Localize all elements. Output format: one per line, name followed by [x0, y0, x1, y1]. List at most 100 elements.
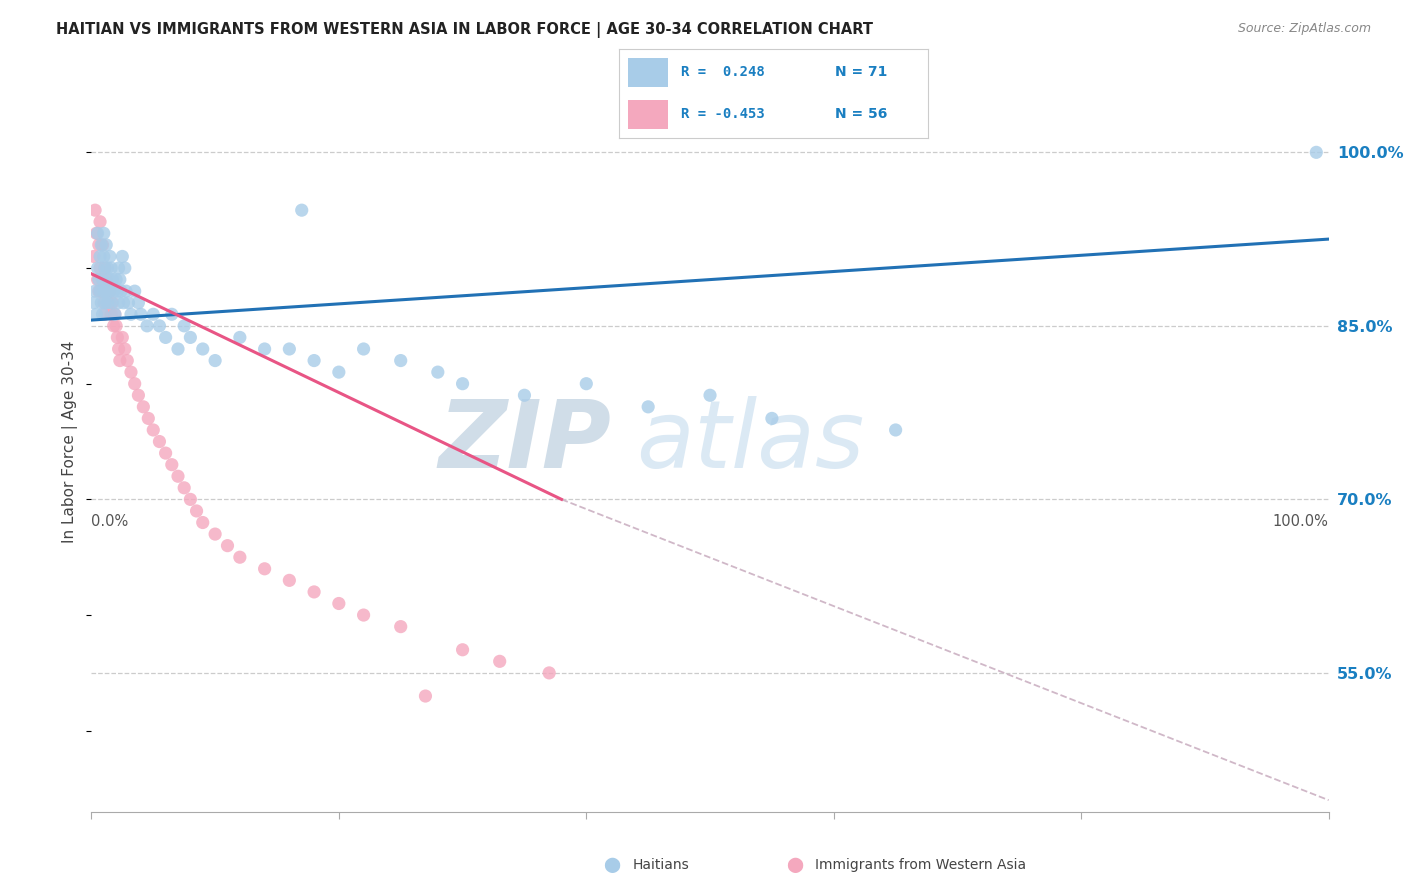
Point — [160, 458, 183, 472]
Point — [1305, 145, 1327, 160]
Point — [90, 284, 112, 298]
Text: N = 71: N = 71 — [835, 65, 887, 79]
Point — [96, 295, 118, 310]
Point — [229, 330, 252, 344]
Point — [96, 284, 118, 298]
Point — [637, 400, 659, 414]
Point — [96, 272, 118, 286]
Point — [127, 388, 149, 402]
Point — [155, 446, 177, 460]
Text: R =  0.248: R = 0.248 — [681, 65, 765, 79]
Point — [83, 295, 105, 310]
Point — [93, 284, 115, 298]
Point — [488, 654, 510, 668]
Point — [160, 307, 183, 321]
Point — [86, 307, 108, 321]
Point — [93, 250, 115, 264]
Point — [114, 342, 136, 356]
Point — [89, 260, 111, 275]
Point — [86, 227, 108, 241]
Point — [426, 365, 449, 379]
Point — [94, 260, 117, 275]
Point — [253, 562, 276, 576]
Point — [87, 284, 110, 298]
Point — [90, 238, 112, 252]
Point — [98, 284, 121, 298]
Point — [191, 516, 214, 530]
Point — [302, 353, 325, 368]
Point — [167, 342, 190, 356]
Point — [91, 307, 114, 321]
Point — [93, 295, 115, 310]
Point — [91, 272, 114, 286]
Point — [117, 353, 139, 368]
Text: R = -0.453: R = -0.453 — [681, 107, 765, 121]
Point — [108, 353, 131, 368]
Point — [328, 597, 350, 611]
Point — [173, 318, 195, 333]
Point — [110, 284, 132, 298]
Point — [415, 689, 437, 703]
Point — [101, 272, 124, 286]
Point — [114, 260, 136, 275]
Point — [204, 527, 226, 541]
Point — [148, 434, 170, 449]
Point — [89, 250, 111, 264]
Point — [108, 272, 131, 286]
Point — [173, 481, 195, 495]
Point — [98, 250, 121, 264]
Point — [217, 539, 239, 553]
Point — [104, 307, 127, 321]
Text: ZIP: ZIP — [439, 395, 612, 488]
Text: Immigrants from Western Asia: Immigrants from Western Asia — [815, 858, 1026, 872]
Point — [148, 318, 170, 333]
Point — [86, 260, 108, 275]
Text: 0.0%: 0.0% — [91, 514, 128, 529]
Point — [127, 295, 149, 310]
Point — [124, 376, 146, 391]
Point — [89, 215, 111, 229]
Point — [105, 272, 128, 286]
Point — [353, 342, 375, 356]
Point — [84, 203, 107, 218]
Point — [87, 272, 110, 286]
Point — [97, 272, 120, 286]
Point — [302, 585, 325, 599]
Point — [115, 284, 138, 298]
Point — [107, 295, 129, 310]
Point — [100, 260, 122, 275]
Point — [451, 376, 474, 391]
Point — [155, 330, 177, 344]
Point — [87, 238, 110, 252]
Point — [91, 238, 114, 252]
Text: Haitians: Haitians — [633, 858, 689, 872]
Point — [105, 330, 128, 344]
Point — [513, 388, 536, 402]
Point — [100, 307, 122, 321]
Point — [101, 295, 124, 310]
Point — [204, 353, 226, 368]
Point — [389, 620, 412, 634]
Point — [104, 307, 127, 321]
Point — [699, 388, 721, 402]
Point — [117, 295, 139, 310]
Point — [328, 365, 350, 379]
Point — [191, 342, 214, 356]
Point — [253, 342, 276, 356]
Text: ⬤: ⬤ — [786, 857, 803, 873]
Text: atlas: atlas — [636, 396, 865, 487]
Point — [761, 411, 783, 425]
Point — [179, 330, 201, 344]
Text: HAITIAN VS IMMIGRANTS FROM WESTERN ASIA IN LABOR FORCE | AGE 30-34 CORRELATION C: HAITIAN VS IMMIGRANTS FROM WESTERN ASIA … — [56, 22, 873, 38]
Text: 100.0%: 100.0% — [1272, 514, 1329, 529]
Point — [97, 295, 120, 310]
Point — [107, 260, 129, 275]
Point — [84, 284, 107, 298]
Point — [90, 295, 112, 310]
Point — [100, 295, 122, 310]
Point — [179, 492, 201, 507]
Point — [111, 250, 134, 264]
Point — [278, 574, 301, 588]
Point — [538, 665, 561, 680]
Point — [167, 469, 190, 483]
